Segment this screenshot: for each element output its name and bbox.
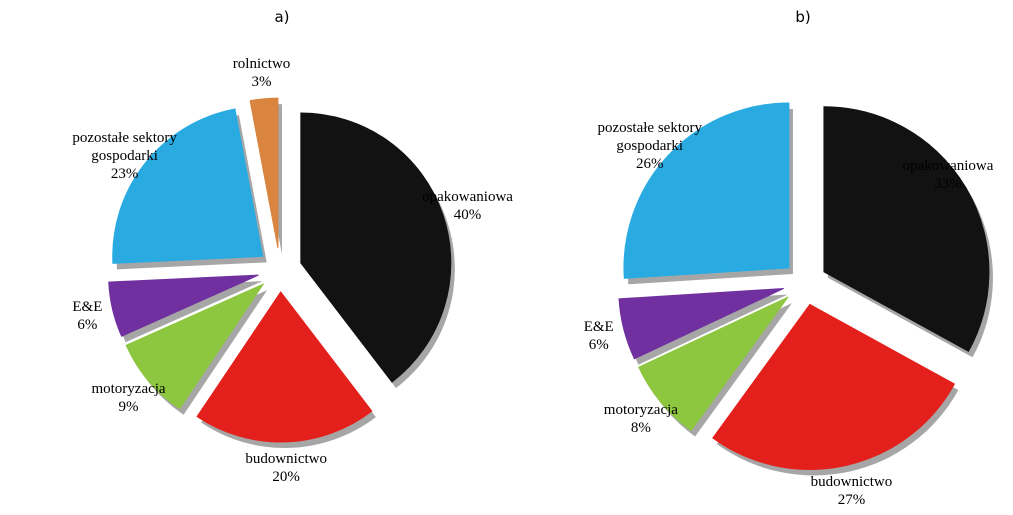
slice-label: motoryzacja 9% <box>64 380 194 416</box>
slice-name: E&E <box>583 318 614 335</box>
slice <box>108 274 259 337</box>
slice <box>618 287 784 360</box>
slice-name: pozostałe sektory gospodarki <box>72 130 177 165</box>
slice-value: 40% <box>453 207 482 224</box>
slice-label: motoryzacja 8% <box>576 401 706 437</box>
slice-value: 9% <box>118 398 139 415</box>
slice <box>112 108 264 264</box>
slice-name: opakowaniowa <box>422 189 513 206</box>
slice <box>638 296 789 432</box>
slice-value: 8% <box>630 419 651 436</box>
slice-label: opakowaniowa 33% <box>883 157 1013 193</box>
slice-label: budownictwo 27% <box>786 473 916 509</box>
slice <box>196 291 373 443</box>
slice-label: opakowaniowa 40% <box>403 188 533 224</box>
slice-value: 23% <box>110 166 139 183</box>
slice-value: 26% <box>635 156 664 173</box>
chart-title: b) <box>795 8 811 26</box>
slice-value: 27% <box>837 491 866 508</box>
slice <box>623 102 790 279</box>
slice-value: 20% <box>272 468 300 485</box>
slice-label: rolnictwo 3% <box>197 55 327 91</box>
slice-label: E&E 6% <box>22 298 152 334</box>
slice-name: budownictwo <box>810 473 893 490</box>
slice <box>125 283 265 410</box>
slice-value: 6% <box>588 336 609 353</box>
slice-value: 6% <box>77 316 98 333</box>
slice <box>249 97 279 249</box>
slice-value: 3% <box>251 73 272 90</box>
slice-name: motoryzacja <box>603 401 678 418</box>
slice-name: E&E <box>72 298 103 315</box>
slice-label: pozostałe sektory gospodarki 26% <box>585 119 715 173</box>
slice-name: opakowaniowa <box>902 157 994 174</box>
slice-name: pozostałe sektory gospodarki <box>597 120 702 155</box>
slice-label: E&E 6% <box>534 318 664 354</box>
slice <box>300 112 452 383</box>
slice-value: 33% <box>934 175 962 192</box>
slice <box>823 106 990 352</box>
slice-label: budownictwo 20% <box>221 450 351 486</box>
chart-title: a) <box>274 8 290 26</box>
slice-label: pozostałe sektory gospodarki 23% <box>60 129 190 183</box>
slice <box>712 303 956 470</box>
slice-name: motoryzacja <box>91 380 166 397</box>
slice-name: rolnictwo <box>232 55 291 72</box>
slice-name: budownictwo <box>245 450 327 467</box>
